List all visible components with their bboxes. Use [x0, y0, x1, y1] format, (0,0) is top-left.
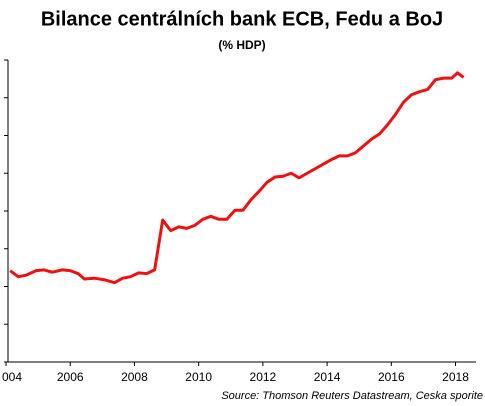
source-note: Source: Thomson Reuters Datastream, Cesk… [221, 390, 483, 402]
x-tick-label: 2008 [121, 370, 148, 384]
x-tick-label: 2006 [57, 370, 84, 384]
x-tick-label: 2010 [185, 370, 212, 384]
chart-title: Bilance centrálních bank ECB, Fedu a BoJ [41, 8, 443, 30]
x-tick-label: 004 [2, 370, 22, 384]
chart-subtitle: (% HDP) [218, 38, 265, 52]
series-line [9, 71, 465, 285]
x-tick-label: 2018 [442, 370, 469, 384]
x-tick-label: 2014 [314, 370, 341, 384]
x-tick-label: 2016 [378, 370, 405, 384]
x-tick-label: 2012 [250, 370, 277, 384]
